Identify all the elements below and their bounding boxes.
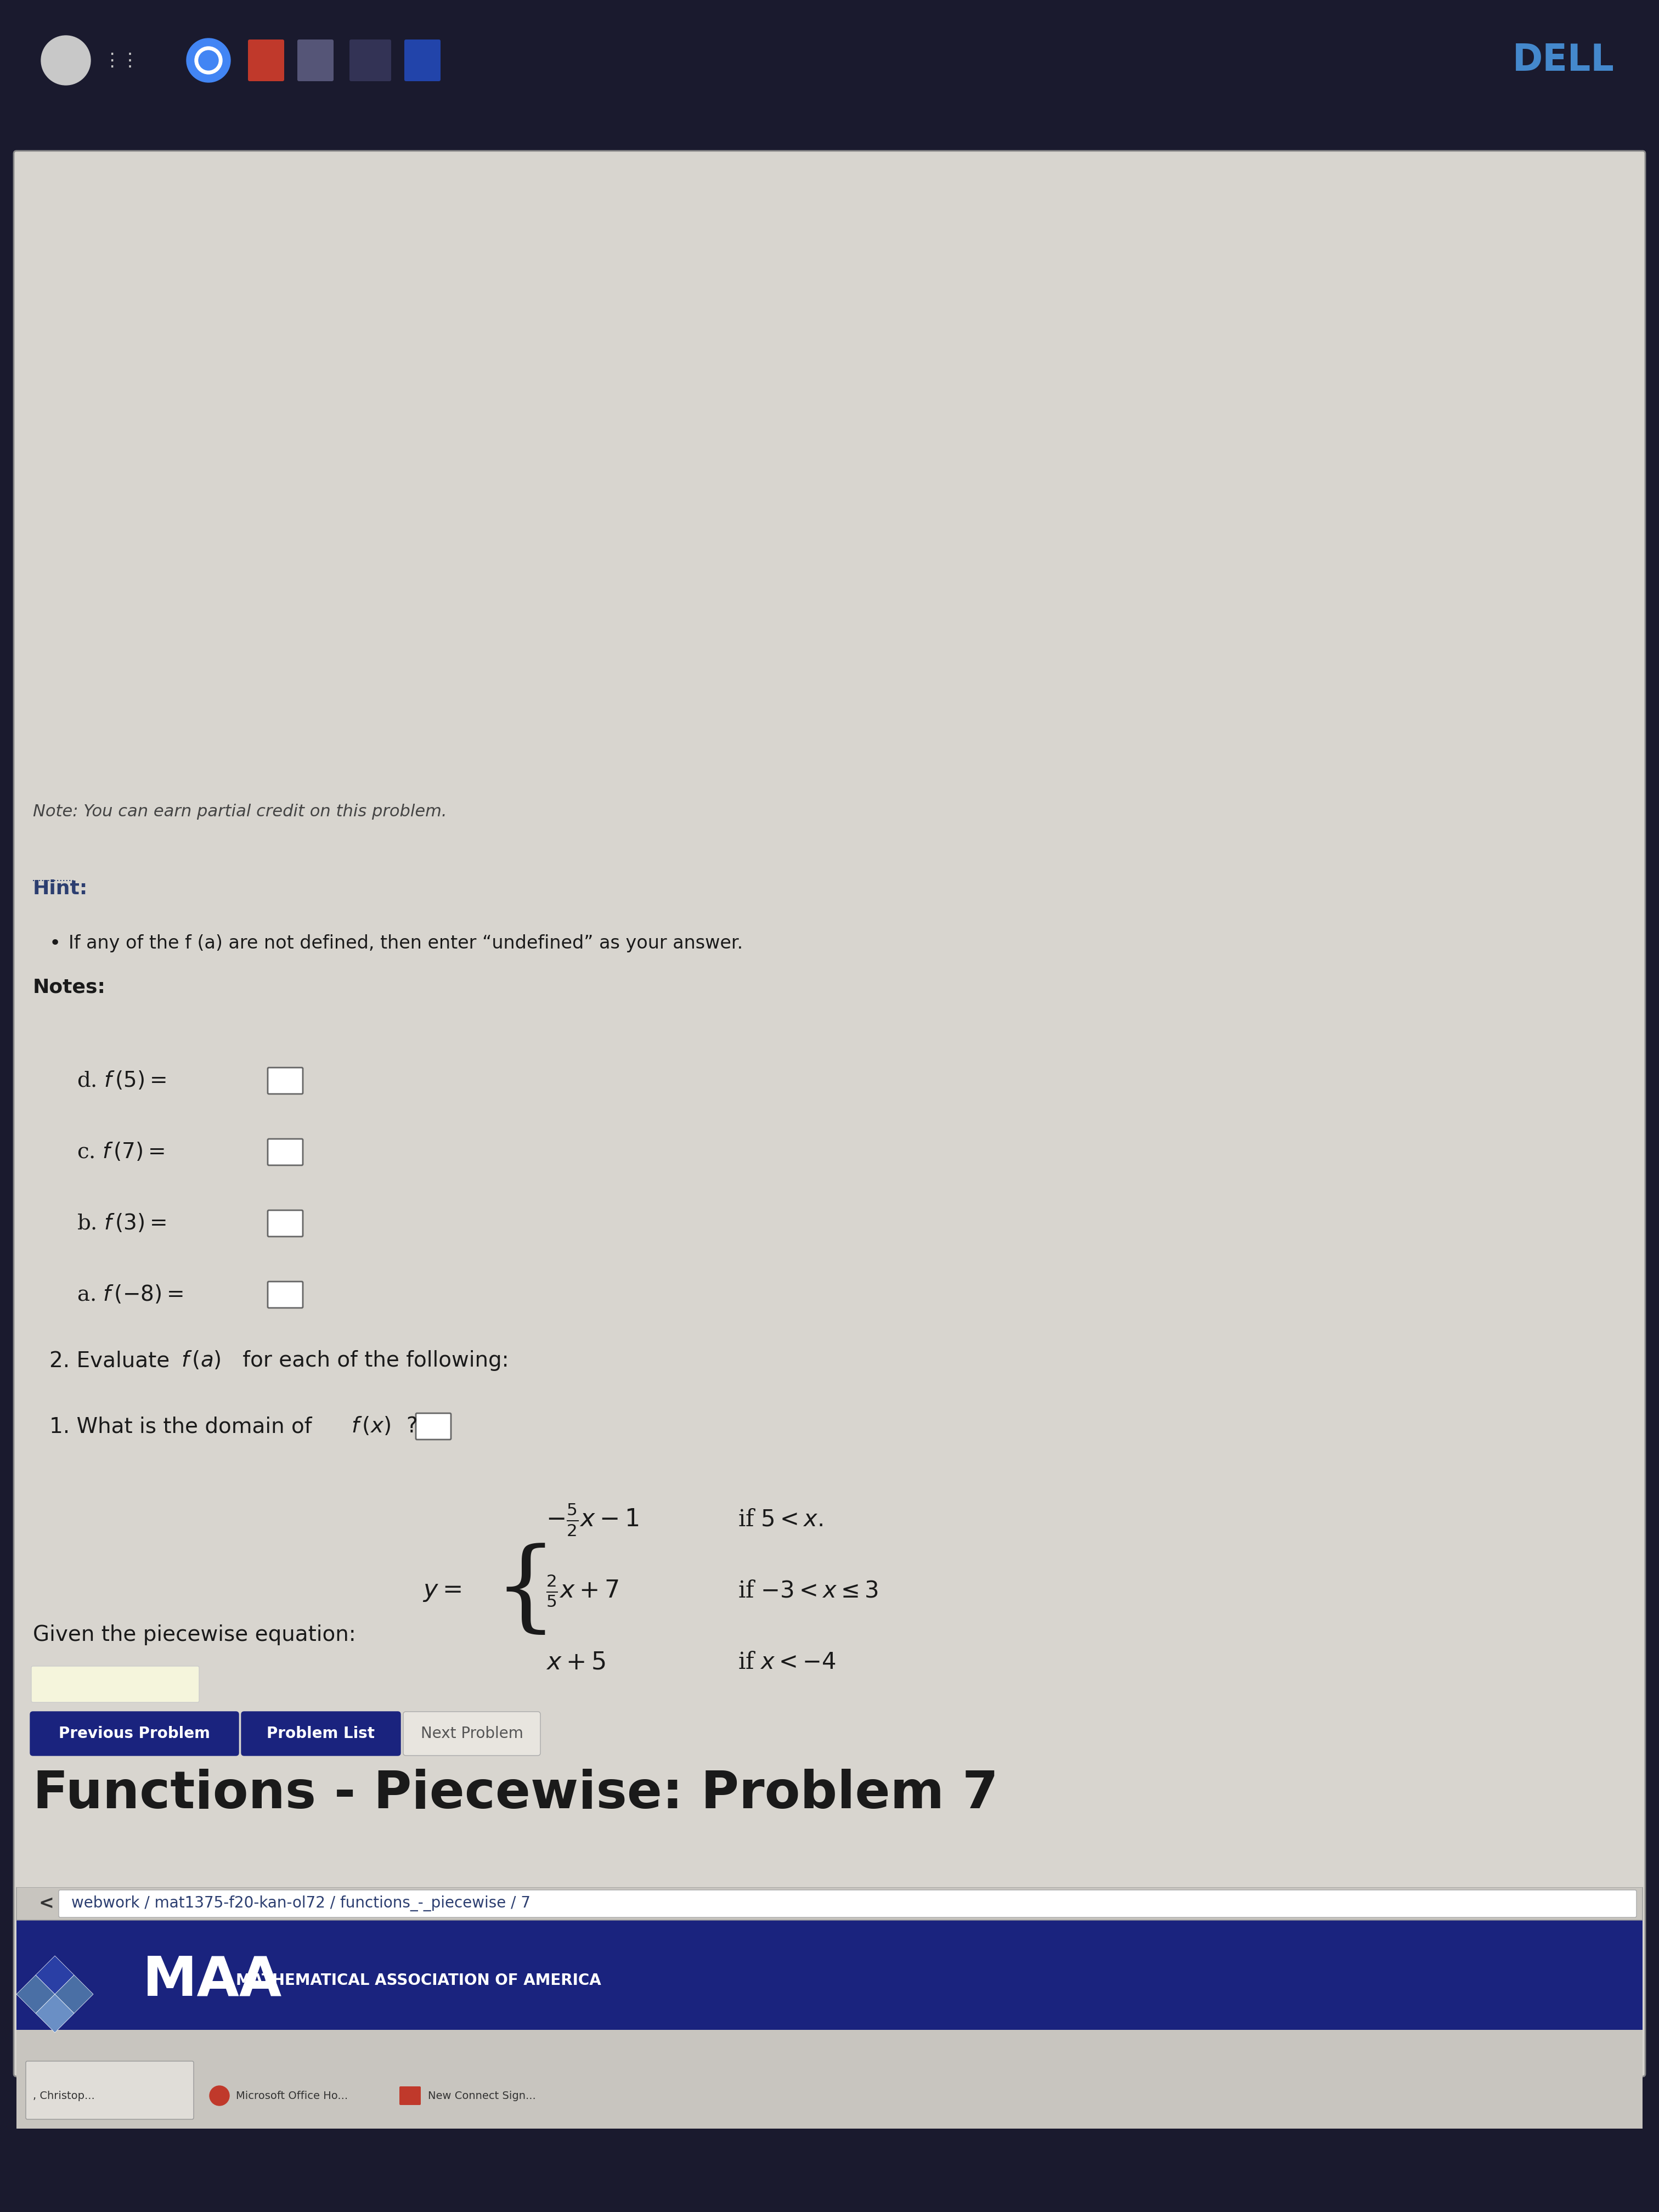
FancyBboxPatch shape	[17, 153, 1642, 1887]
FancyBboxPatch shape	[267, 1139, 304, 1166]
Text: {: {	[494, 1542, 557, 1639]
Text: , Christop...: , Christop...	[33, 2090, 95, 2101]
Text: DELL: DELL	[1513, 42, 1614, 77]
Text: $y =$: $y =$	[423, 1579, 461, 1604]
Circle shape	[194, 46, 222, 73]
Text: •: •	[50, 933, 61, 953]
Circle shape	[41, 35, 91, 84]
FancyBboxPatch shape	[17, 2031, 1642, 2128]
Polygon shape	[35, 1995, 75, 2033]
Text: c. $f\,(7) =$: c. $f\,(7) =$	[76, 1141, 164, 1164]
Text: b. $f\,(3) =$: b. $f\,(3) =$	[76, 1212, 166, 1234]
Text: Functions - Piecewise: Problem 7: Functions - Piecewise: Problem 7	[33, 1770, 999, 1818]
FancyBboxPatch shape	[297, 40, 333, 82]
Text: Notes:: Notes:	[33, 978, 106, 998]
Text: Next Problem: Next Problem	[420, 1725, 523, 1741]
FancyBboxPatch shape	[17, 1920, 1642, 2031]
Text: <: <	[38, 1896, 53, 1913]
Polygon shape	[17, 1975, 55, 2013]
Text: 1. What is the domain of: 1. What is the domain of	[50, 1416, 319, 1438]
FancyBboxPatch shape	[416, 1413, 451, 1440]
FancyBboxPatch shape	[405, 40, 441, 82]
Text: Microsoft Office Ho...: Microsoft Office Ho...	[236, 2090, 348, 2101]
Text: ?: ?	[406, 1416, 418, 1438]
FancyBboxPatch shape	[242, 1712, 400, 1756]
Text: ⋮⋮: ⋮⋮	[103, 51, 139, 69]
Text: MATHEMATICAL ASSOCIATION OF AMERICA: MATHEMATICAL ASSOCIATION OF AMERICA	[236, 1973, 601, 1989]
FancyBboxPatch shape	[350, 40, 392, 82]
FancyBboxPatch shape	[403, 1712, 541, 1756]
Circle shape	[209, 2086, 229, 2106]
Text: for each of the following:: for each of the following:	[236, 1349, 509, 1371]
Text: MAA: MAA	[143, 1953, 282, 2006]
Text: $\frac{2}{5}x + 7$: $\frac{2}{5}x + 7$	[546, 1573, 619, 1608]
Text: Given the piecewise equation:: Given the piecewise equation:	[33, 1624, 357, 1646]
FancyBboxPatch shape	[27, 2062, 194, 2119]
Circle shape	[186, 38, 231, 82]
Text: if $x < -4$: if $x < -4$	[738, 1650, 836, 1674]
Text: $f\,(a)$: $f\,(a)$	[181, 1349, 221, 1371]
Text: O: O	[56, 49, 76, 71]
FancyBboxPatch shape	[58, 1889, 1636, 1918]
Text: Previous Problem: Previous Problem	[58, 1725, 211, 1741]
Polygon shape	[55, 1975, 93, 2013]
Text: Note: You can earn partial credit on this problem.: Note: You can earn partial credit on thi…	[33, 803, 446, 821]
FancyBboxPatch shape	[17, 1887, 1642, 1920]
FancyBboxPatch shape	[400, 2086, 421, 2106]
Text: New Connect Sign...: New Connect Sign...	[428, 2090, 536, 2101]
Text: if $5 < x.$: if $5 < x.$	[738, 1509, 823, 1531]
Text: $x + 5$: $x + 5$	[546, 1650, 606, 1674]
Circle shape	[199, 51, 219, 71]
Text: webwork / mat1375-f20-kan-ol72 / functions_-_piecewise / 7: webwork / mat1375-f20-kan-ol72 / functio…	[71, 1896, 531, 1911]
Text: a. $f\,(-8) =$: a. $f\,(-8) =$	[76, 1283, 182, 1305]
FancyBboxPatch shape	[32, 1666, 199, 1703]
Text: If any of the f (a) are not defined, then enter “undefined” as your answer.: If any of the f (a) are not defined, the…	[68, 933, 743, 953]
Text: Problem List: Problem List	[267, 1725, 375, 1741]
FancyBboxPatch shape	[267, 1281, 304, 1307]
Text: $-\frac{5}{2}x - 1$: $-\frac{5}{2}x - 1$	[546, 1502, 639, 1537]
Text: 2. Evaluate: 2. Evaluate	[50, 1349, 176, 1371]
FancyBboxPatch shape	[13, 150, 1646, 2077]
Text: Hint:: Hint:	[33, 880, 88, 898]
FancyBboxPatch shape	[0, 0, 1659, 122]
FancyBboxPatch shape	[267, 1210, 304, 1237]
FancyBboxPatch shape	[30, 1712, 239, 1756]
Polygon shape	[35, 1955, 75, 1995]
Text: $f\,(x)$: $f\,(x)$	[352, 1416, 390, 1438]
Text: if $-3 < x \leq 3$: if $-3 < x \leq 3$	[738, 1579, 878, 1601]
Text: d. $f\,(5) =$: d. $f\,(5) =$	[76, 1071, 166, 1091]
FancyBboxPatch shape	[247, 40, 284, 82]
FancyBboxPatch shape	[267, 1068, 304, 1095]
